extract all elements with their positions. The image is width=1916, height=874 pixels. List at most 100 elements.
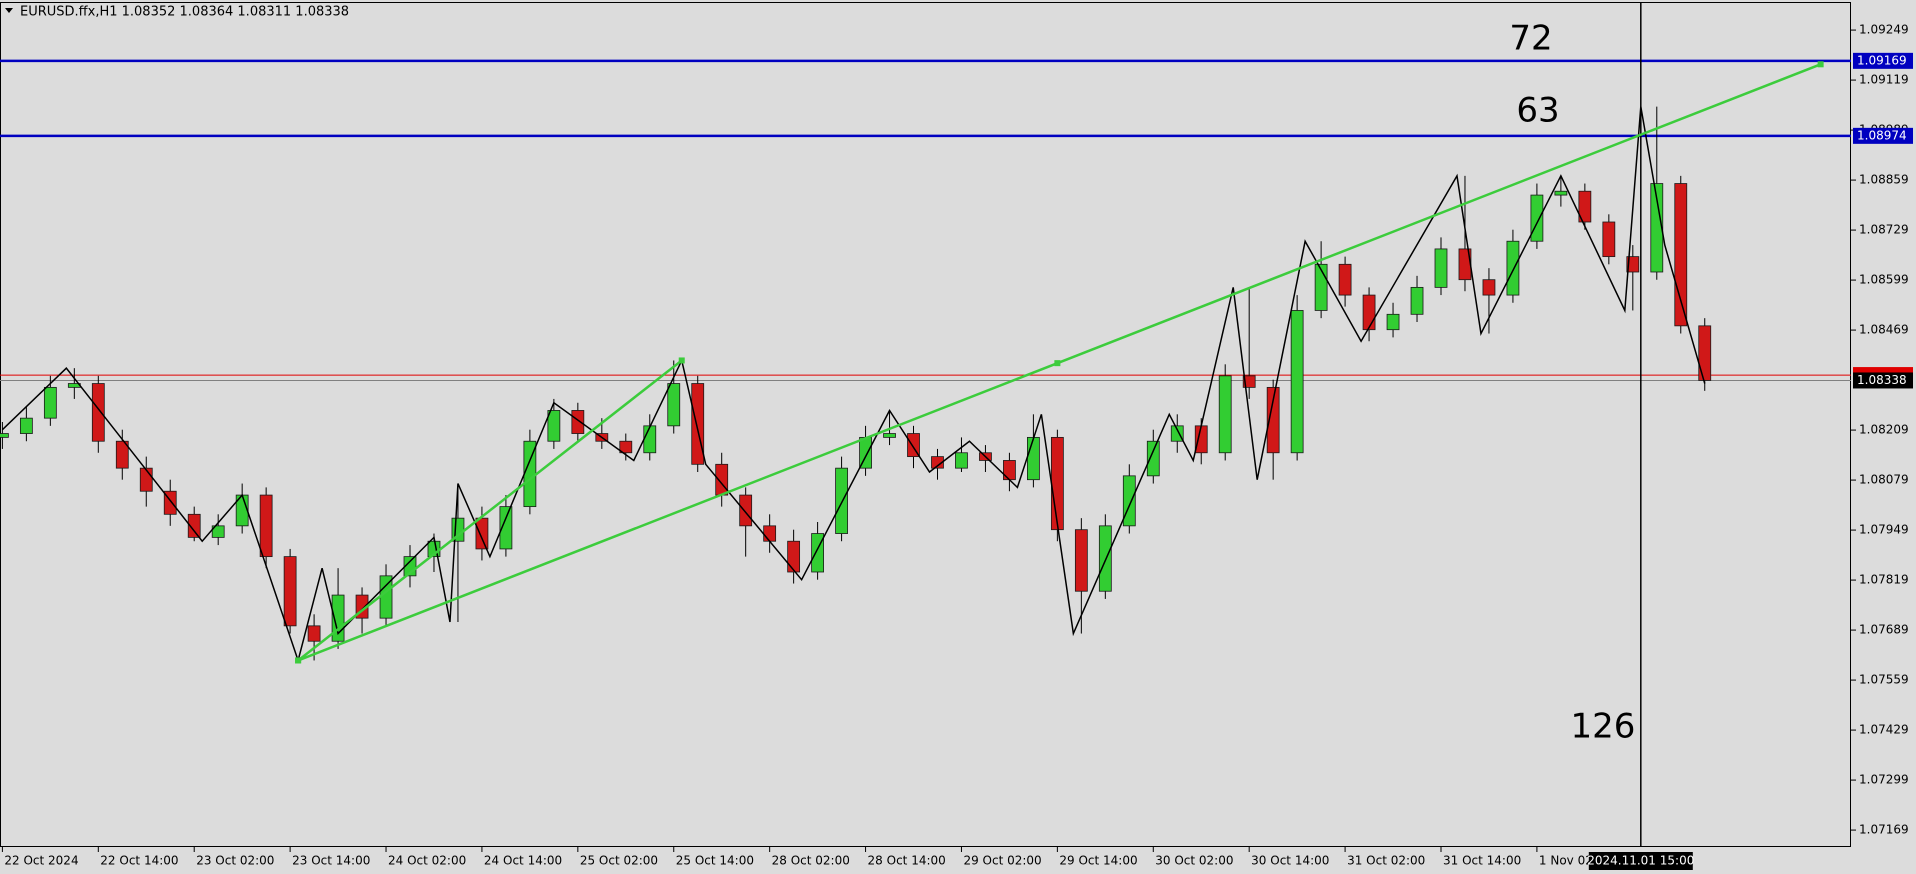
candle-body: [187, 513, 201, 538]
x-tick-label: 29 Oct 14:00: [1059, 854, 1137, 868]
candle-body: [1338, 263, 1352, 296]
candle-body: [1242, 375, 1256, 388]
candle-body: [19, 417, 33, 434]
candle-body: [475, 517, 489, 550]
candle-body: [787, 540, 801, 573]
x-tick-label: 30 Oct 14:00: [1251, 854, 1329, 868]
price-label: 1.09169: [1857, 53, 1907, 67]
candle-body: [1362, 294, 1376, 331]
candle-body: [691, 383, 705, 465]
time-label-box: [1588, 852, 1693, 870]
candle-body: [715, 463, 729, 496]
candle-body: [1122, 475, 1136, 527]
candle-body: [139, 467, 153, 492]
candle-body: [931, 456, 944, 469]
candle-body: [1290, 310, 1304, 454]
x-tick-label: 31 Oct 14:00: [1443, 854, 1521, 868]
price-label-box: [1853, 372, 1913, 389]
y-tick-label: 1.07949: [1859, 523, 1909, 537]
candle-body: [331, 594, 345, 642]
price-label: 1.08338: [1857, 373, 1907, 387]
y-tick-label: 1.08859: [1859, 173, 1909, 187]
candle-body: [1027, 436, 1040, 481]
candle-body: [1170, 425, 1184, 442]
candle-body: [619, 440, 633, 454]
candle-body: [1530, 194, 1544, 242]
trend-line: [297, 359, 683, 662]
candle-body: [883, 433, 896, 438]
y-tick-label: 1.07169: [1859, 823, 1909, 837]
x-tick-label: 30 Oct 02:00: [1155, 854, 1233, 868]
y-tick-label: 1.08469: [1859, 323, 1909, 337]
y-tick-label: 1.07299: [1859, 773, 1909, 787]
price-label-box: [1853, 127, 1913, 144]
x-tick-label: 24 Oct 14:00: [484, 854, 562, 868]
candle-body: [811, 533, 824, 573]
x-tick-label: 23 Oct 14:00: [292, 854, 370, 868]
candle-body: [115, 440, 129, 469]
y-tick-label: 1.09249: [1859, 23, 1909, 37]
price-label: 1.08974: [1857, 128, 1907, 142]
trend-anchor: [1817, 61, 1824, 68]
candle-body: [307, 625, 321, 642]
candle-body: [907, 433, 920, 458]
candle-body: [1554, 190, 1568, 196]
y-tick-label: 1.08079: [1859, 473, 1909, 487]
annotation: 72: [1509, 19, 1552, 59]
candle-body: [667, 383, 681, 427]
candle-body: [739, 494, 753, 527]
candle-body: [1698, 325, 1712, 381]
candle-body: [1218, 375, 1232, 454]
annotation: 63: [1516, 91, 1559, 131]
candle-body: [643, 425, 657, 454]
y-tick-label: 1.07559: [1859, 673, 1909, 687]
candle-body: [1314, 263, 1328, 311]
x-tick-label: 29 Oct 02:00: [963, 854, 1041, 868]
header-text: EURUSD.ffx,H1 1.08352 1.08364 1.08311 1.…: [20, 5, 349, 20]
plot: [0, 2, 1856, 852]
menu-arrow[interactable]: [5, 8, 13, 13]
y-tick-label: 1.08729: [1859, 223, 1909, 237]
x-tick-label: 22 Oct 2024: [4, 854, 78, 868]
candle-body: [1386, 313, 1400, 331]
candle-body: [0, 433, 9, 438]
x-tick-label: 28 Oct 14:00: [868, 854, 946, 868]
candle-body: [1003, 460, 1016, 481]
y-tick-label: 1.07429: [1859, 723, 1909, 737]
candle-body: [259, 494, 273, 558]
candle-body: [1194, 425, 1208, 454]
y-tick-label: 1.07819: [1859, 573, 1909, 587]
candle-body: [1602, 221, 1616, 258]
candle-body: [163, 490, 177, 515]
candle-body: [211, 525, 225, 538]
x-tick-label: 23 Oct 02:00: [196, 854, 274, 868]
trend-anchor: [1054, 360, 1061, 367]
candle-body: [1674, 183, 1688, 327]
x-tick-label: 25 Oct 02:00: [580, 854, 658, 868]
candle-body: [1650, 183, 1664, 273]
candle-body: [1266, 386, 1280, 454]
x-tick-label: 24 Oct 02:00: [388, 854, 466, 868]
trend-anchor: [678, 357, 685, 364]
y-tick-label: 1.08209: [1859, 423, 1909, 437]
price-label-box: [1853, 52, 1913, 69]
candle-body: [1074, 529, 1088, 592]
candle-body: [1506, 240, 1520, 296]
candle-body: [1434, 248, 1448, 288]
annotation: 126: [1571, 707, 1636, 747]
x-tick-label: 28 Oct 02:00: [772, 854, 850, 868]
candle-body: [571, 410, 585, 434]
plot-frame: [0, 2, 1851, 847]
candle-body: [835, 467, 848, 534]
candle-body: [1578, 190, 1592, 223]
candle-body: [403, 556, 417, 577]
candle-body: [547, 410, 561, 442]
candle-body: [955, 452, 968, 469]
candle-body: [283, 556, 297, 627]
candle-body: [1050, 436, 1064, 531]
zigzag-line: [1, 106, 1706, 664]
candle-body: [1146, 440, 1160, 477]
candle-body: [1098, 525, 1112, 592]
